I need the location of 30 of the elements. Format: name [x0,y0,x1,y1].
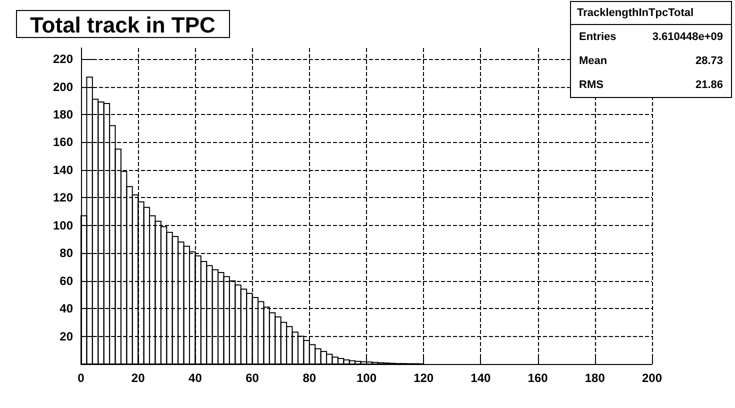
x-tick-label: 100 [356,371,377,385]
chart-title: Total track in TPC [30,12,216,38]
y-tick-label: 20 [60,329,74,344]
annotation: RMS [579,79,604,91]
x-tick-label: 80 [302,371,316,385]
x-tick-label: 20 [131,371,146,385]
x-tick-label: 160 [528,371,548,385]
text: 3.610448e+09 [652,31,723,43]
x-tick-label: 40 [188,371,202,385]
x-tick-label: 140 [470,371,492,385]
text: Entries [579,31,616,43]
y-tick-label: 220 [52,52,74,66]
text: 28.73 [695,55,723,67]
x-tick-label: 60 [246,371,260,385]
y-tick-label: 160 [52,135,74,150]
y-tick-label: 100 [52,218,74,232]
text: 21.86 [695,79,723,91]
y-tick-label: 80 [60,246,74,260]
y-tick-label: 40 [60,302,74,316]
y-tick-label: 60 [60,274,74,288]
text: TracklengthInTpcTotal [571,2,731,25]
y-tick-label: 200 [52,80,74,94]
y-tick-label: 180 [52,108,74,122]
x-tick-label: 180 [584,371,606,385]
y-tick-label: 120 [52,190,74,205]
annotation: Mean [579,55,608,67]
x-tick-label: 120 [414,371,434,385]
x-tick-label: 0 [78,371,85,385]
x-tick-label: 200 [642,371,662,385]
y-tick-label: 140 [52,162,74,177]
